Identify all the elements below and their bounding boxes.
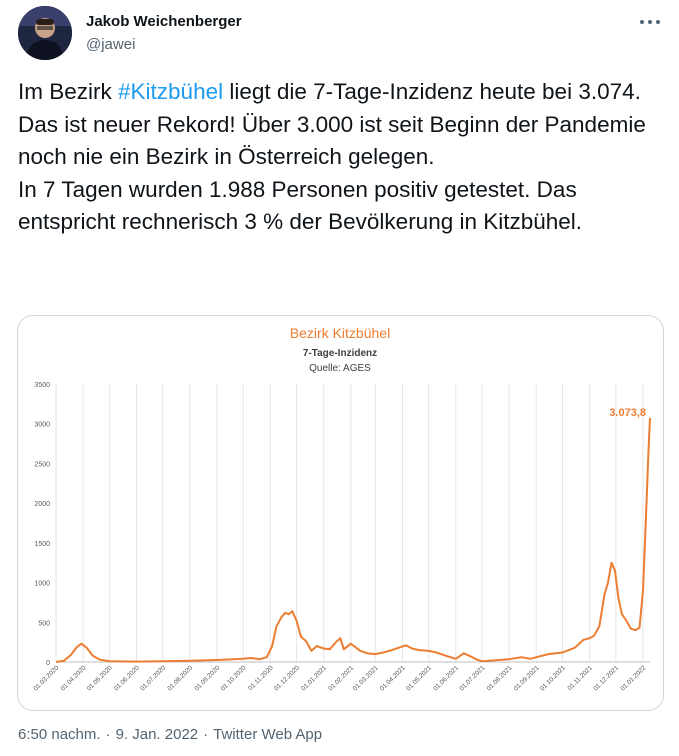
series-line [55, 417, 651, 663]
separator: · [203, 726, 209, 743]
tweet-image[interactable]: Bezirk Kitzbühel 7-Tage-Inzidenz Quelle:… [17, 315, 664, 711]
x-tick-label: 01.05.2020 [86, 664, 114, 692]
x-tick-label: 01.06.2020 [113, 664, 141, 692]
x-tick-label: 01.08.2020 [166, 664, 194, 692]
x-tick-label: 01.05.2021 [405, 664, 433, 692]
tweet-time[interactable]: 6:50 nachm. [18, 726, 101, 743]
x-tick-label: 01.10.2020 [220, 664, 248, 692]
tweet-footer: 6:50 nachm. · 9. Jan. 2022 · Twitter Web App [18, 726, 322, 743]
x-tick-label: 01.01.2022 [619, 664, 647, 692]
x-tick-label: 01.11.2020 [247, 664, 275, 692]
chart-subtitle: 7-Tage-Inzidenz [303, 348, 377, 359]
x-tick-label: 01.04.2020 [60, 664, 88, 692]
y-tick-label: 1500 [34, 541, 50, 548]
avatar-photo [18, 6, 72, 60]
author-handle[interactable]: @jawei [86, 36, 136, 53]
y-tick-label: 2500 [34, 461, 50, 468]
tweet-text-part: liegt die 7-Tage-Inzidenz heute bei 3.07… [18, 79, 646, 169]
y-tick-label: 2000 [34, 501, 50, 508]
hashtag-link[interactable]: #Kitzbühel [118, 79, 224, 104]
tweet-text: Im Bezirk #Kitzbühel liegt die 7-Tage-In… [18, 76, 668, 239]
x-tick-label: 01.03.2020 [32, 664, 60, 692]
y-tick-label: 1000 [34, 581, 50, 588]
tweet-text-part: Im Bezirk [18, 79, 119, 104]
separator: · [105, 726, 111, 743]
x-tick-label: 01.08.2021 [486, 664, 514, 692]
x-tick-label: 01.12.2021 [592, 664, 620, 692]
y-tick-label: 3000 [34, 422, 50, 429]
tweet-date[interactable]: 9. Jan. 2022 [115, 726, 199, 743]
peak-annotation: 3.073,8 [609, 407, 646, 419]
x-tick-label: 01.11.2021 [566, 664, 594, 692]
x-tick-label: 01.09.2020 [193, 664, 221, 692]
chart-grid [55, 384, 644, 662]
y-tick-label: 500 [38, 620, 50, 627]
x-tick-label: 01.12.2020 [273, 664, 301, 692]
author-name[interactable]: Jakob Weichenberger [86, 13, 242, 30]
x-tick-label: 01.03.2021 [352, 664, 380, 692]
x-tick-label: 01.09.2021 [513, 664, 541, 692]
tweet-text-part: In 7 Tagen wurden 1.988 Personen positiv… [18, 176, 583, 235]
y-tick-label: 0 [46, 660, 50, 667]
x-tick-label: 01.01.2021 [300, 664, 328, 692]
y-tick-label: 3500 [34, 382, 50, 389]
x-tick-label: 01.06.2021 [432, 664, 460, 692]
more-horizontal-icon[interactable] [638, 14, 662, 30]
x-tick-label: 01.04.2021 [379, 664, 407, 692]
tweet-header: Jakob Weichenberger @jawei [18, 6, 668, 62]
incidence-chart: Bezirk Kitzbühel 7-Tage-Inzidenz Quelle:… [32, 325, 651, 692]
chart-title: Bezirk Kitzbühel [290, 325, 390, 341]
x-tick-label: 01.07.2021 [458, 664, 486, 692]
x-tick-label: 01.07.2020 [139, 664, 167, 692]
chart-source: Quelle: AGES [309, 363, 371, 374]
y-axis: 0 500 1000 1500 2000 2500 3000 3500 [34, 382, 50, 667]
x-tick-label: 01.10.2021 [539, 664, 567, 692]
avatar[interactable] [18, 6, 72, 60]
tweet-source[interactable]: Twitter Web App [213, 726, 323, 743]
